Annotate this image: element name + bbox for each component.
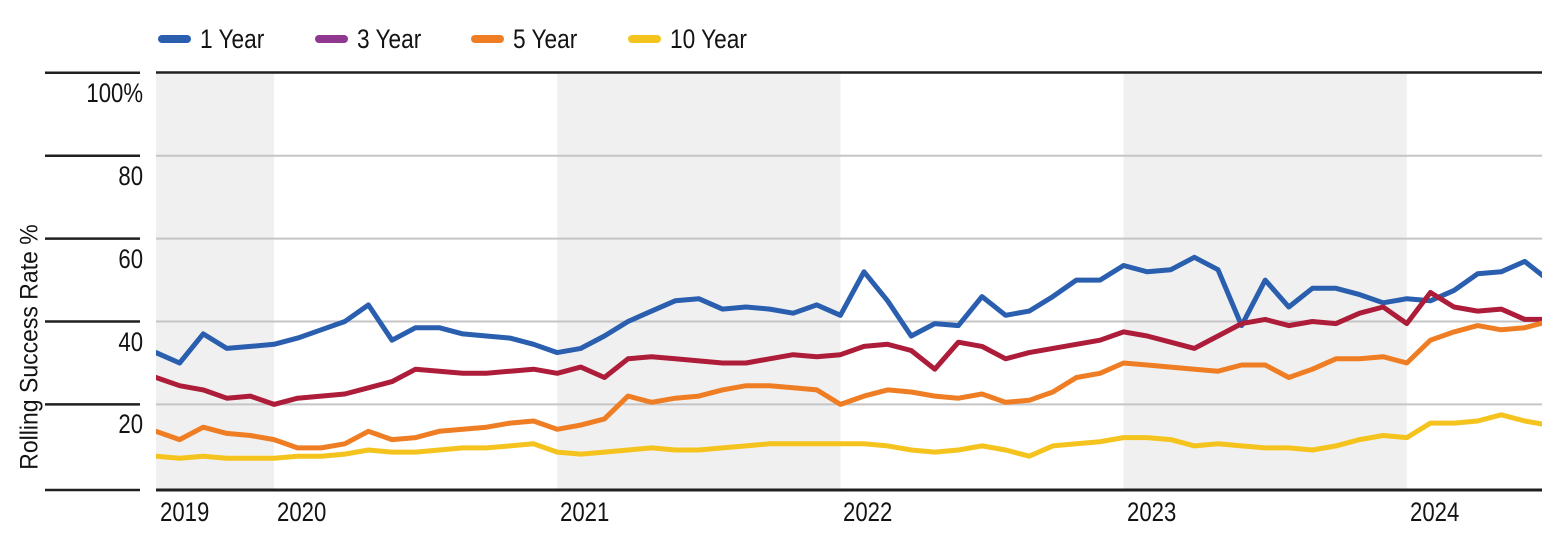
legend-item-3-year[interactable]: 3 Year <box>314 23 434 55</box>
legend-item-10-year[interactable]: 10 Year <box>627 23 762 55</box>
line-10-year <box>156 412 1542 461</box>
x-tick-label-2022: 2022 <box>843 497 893 527</box>
y-tick-text: 60 <box>118 243 143 274</box>
y-tick-label-60: 60 <box>0 244 143 275</box>
legend-label: 5 Year <box>513 23 578 54</box>
x-tick-label-2019: 2019 <box>160 497 210 527</box>
y-tick-label-40: 40 <box>0 327 143 358</box>
line-1-year <box>156 254 1542 366</box>
y-tick-text: 80 <box>118 160 143 191</box>
y-tick-text: 100% <box>86 77 143 108</box>
y-tick-label-100: 100% <box>0 78 143 109</box>
chart-legend: 1 Year 3 Year 5 Year 10 Year <box>158 24 761 54</box>
legend-swatch-5-year <box>471 35 505 43</box>
x-tick-label-2024: 2024 <box>1409 497 1460 527</box>
legend-item-5-year[interactable]: 5 Year <box>471 24 590 55</box>
legend-swatch-10-year <box>627 35 661 43</box>
x-tick-label-2020: 2020 <box>277 497 327 527</box>
line-5-year <box>156 320 1542 451</box>
legend-label: 1 Year <box>200 23 265 54</box>
legend-label: 3 Year <box>356 23 421 54</box>
y-tick-text: 40 <box>118 326 143 357</box>
legend-swatch-1-year <box>158 35 191 43</box>
legend-swatch-3-year <box>314 35 348 43</box>
y-tick-label-80: 80 <box>0 161 143 192</box>
year-band-2021 <box>557 73 841 489</box>
x-tick-label-2023: 2023 <box>1126 497 1176 527</box>
x-tick-label-2021: 2021 <box>560 497 610 527</box>
y-tick-label-20: 20 <box>0 409 143 440</box>
y-tick-text: 20 <box>118 409 143 440</box>
line-3-year <box>156 290 1542 407</box>
year-band-2019 <box>156 73 274 489</box>
legend-item-1-year[interactable]: 1 Year <box>158 24 277 55</box>
legend-label: 10 Year <box>669 23 747 54</box>
